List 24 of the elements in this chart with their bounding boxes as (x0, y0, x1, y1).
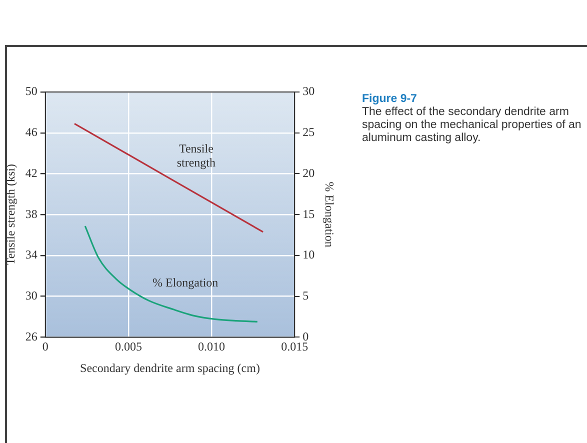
x-tick-label: 0.010 (198, 340, 226, 354)
y-tick-label: 42 (25, 166, 38, 180)
y-tick-label: 26 (25, 329, 38, 344)
y-tick-label: 30 (25, 288, 38, 302)
y2-tick-label: 30 (302, 84, 315, 98)
y2-tick-label: 25 (302, 125, 315, 140)
y-tick-label: 38 (25, 206, 38, 221)
y-tick-label: 46 (25, 125, 38, 140)
y2-tick-label: 20 (302, 166, 315, 180)
y-tick-label: 50 (25, 84, 38, 98)
y2-tick-label: 5 (302, 288, 309, 302)
line-series (84, 225, 258, 322)
series-label: Tensile strength (176, 141, 216, 170)
y2-tick-label: 15 (302, 206, 315, 221)
x-tick-label: 0.005 (114, 340, 142, 354)
x-tick-label: 0 (42, 340, 48, 354)
x-axis-title: Secondary dendrite arm spacing (cm) (80, 360, 260, 375)
series-label: % Elongation (152, 276, 218, 290)
y2-axis-title: % Elongation (322, 182, 337, 248)
text: The effect of the secondary dendrite arm spacing on the mechanical properties of an aluminum casting alloy. (362, 106, 582, 145)
y-axis-title: Tensile strength (ksi) (3, 164, 18, 266)
y2-tick-label: 10 (302, 248, 315, 262)
y-tick-label: 34 (25, 248, 38, 262)
text: Figure 9-7 (362, 93, 418, 106)
